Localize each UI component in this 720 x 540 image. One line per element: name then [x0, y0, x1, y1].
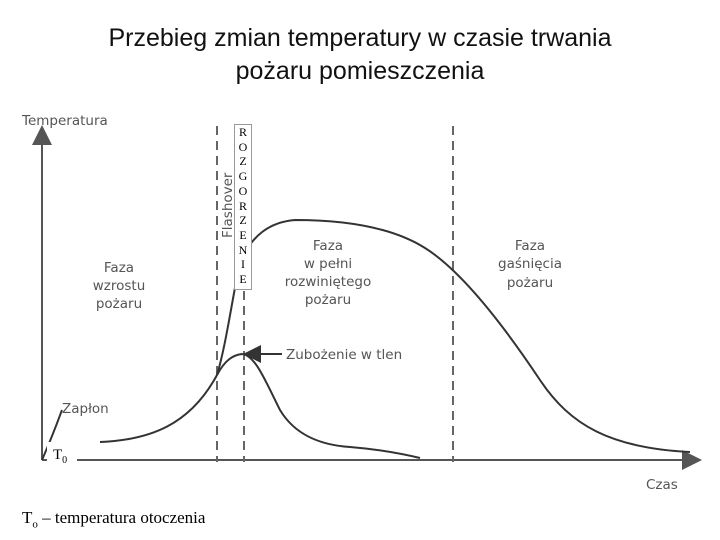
t0-subscript: 0: [62, 455, 68, 466]
ambient-temperature-note: To – temperatura otoczenia: [22, 508, 205, 530]
rozgorzenie-letter: I: [241, 257, 245, 272]
rozgorzenie-letter: R: [238, 125, 247, 139]
growth-phase-line: pożaru: [96, 296, 142, 312]
developed-phase-line: w pełni: [304, 256, 352, 272]
growth-phase-line: wzrostu: [93, 278, 146, 294]
y-axis-label: Temperatura: [21, 113, 108, 129]
note-subscript: o: [32, 518, 38, 531]
title-line-1: Przebieg zmian temperatury w czasie trwa…: [108, 24, 612, 52]
rozgorzenie-letter: Z: [239, 154, 247, 169]
rozgorzenie-letter: E: [239, 272, 247, 287]
rozgorzenie-box: R O Z G O R Z E N I E: [234, 124, 252, 290]
decay-phase-line: pożaru: [507, 275, 553, 291]
rozgorzenie-letter: O: [238, 183, 248, 198]
decay-phase-line: gaśnięcia: [498, 256, 562, 272]
growth-phase-label: Faza wzrostu pożaru: [93, 260, 146, 312]
rozgorzenie-letter: Z: [239, 213, 247, 228]
t0-symbol: T: [53, 447, 63, 463]
rozgorzenie-letter: O: [238, 139, 248, 154]
rozgorzenie-letter: G: [238, 169, 248, 184]
rozgorzenie-letter: R: [238, 198, 247, 213]
developed-phase-line: Faza: [313, 238, 343, 254]
decay-phase-label: Faza gaśnięcia pożaru: [498, 238, 562, 291]
rozgorzenie-letter: N: [238, 242, 248, 257]
oxygen-depletion-label: Zubożenie w tlen: [286, 347, 402, 363]
diagram-title: Przebieg zmian temperatury w czasie trwa…: [0, 22, 720, 88]
note-symbol: T: [22, 508, 33, 527]
rozgorzenie-letter: E: [239, 227, 247, 242]
flashover-label: Flashover: [220, 172, 236, 238]
oxygen-depletion-curve: [216, 352, 421, 459]
decay-phase-line: Faza: [515, 238, 545, 254]
developed-phase-line: pożaru: [305, 292, 351, 308]
developed-phase-label: Faza w pełni rozwiniętego pożaru: [285, 238, 371, 308]
title-line-2: pożaru pomieszczenia: [235, 57, 485, 85]
developed-phase-line: rozwiniętego: [285, 274, 371, 290]
note-text: – temperatura otoczenia: [37, 508, 206, 527]
growth-phase-line: Faza: [104, 260, 134, 276]
fire-curve-full: [41, 218, 691, 461]
t0-label: T0: [47, 442, 77, 468]
x-axis-label: Czas: [646, 477, 678, 493]
ignition-label: Zapłon: [62, 401, 109, 417]
